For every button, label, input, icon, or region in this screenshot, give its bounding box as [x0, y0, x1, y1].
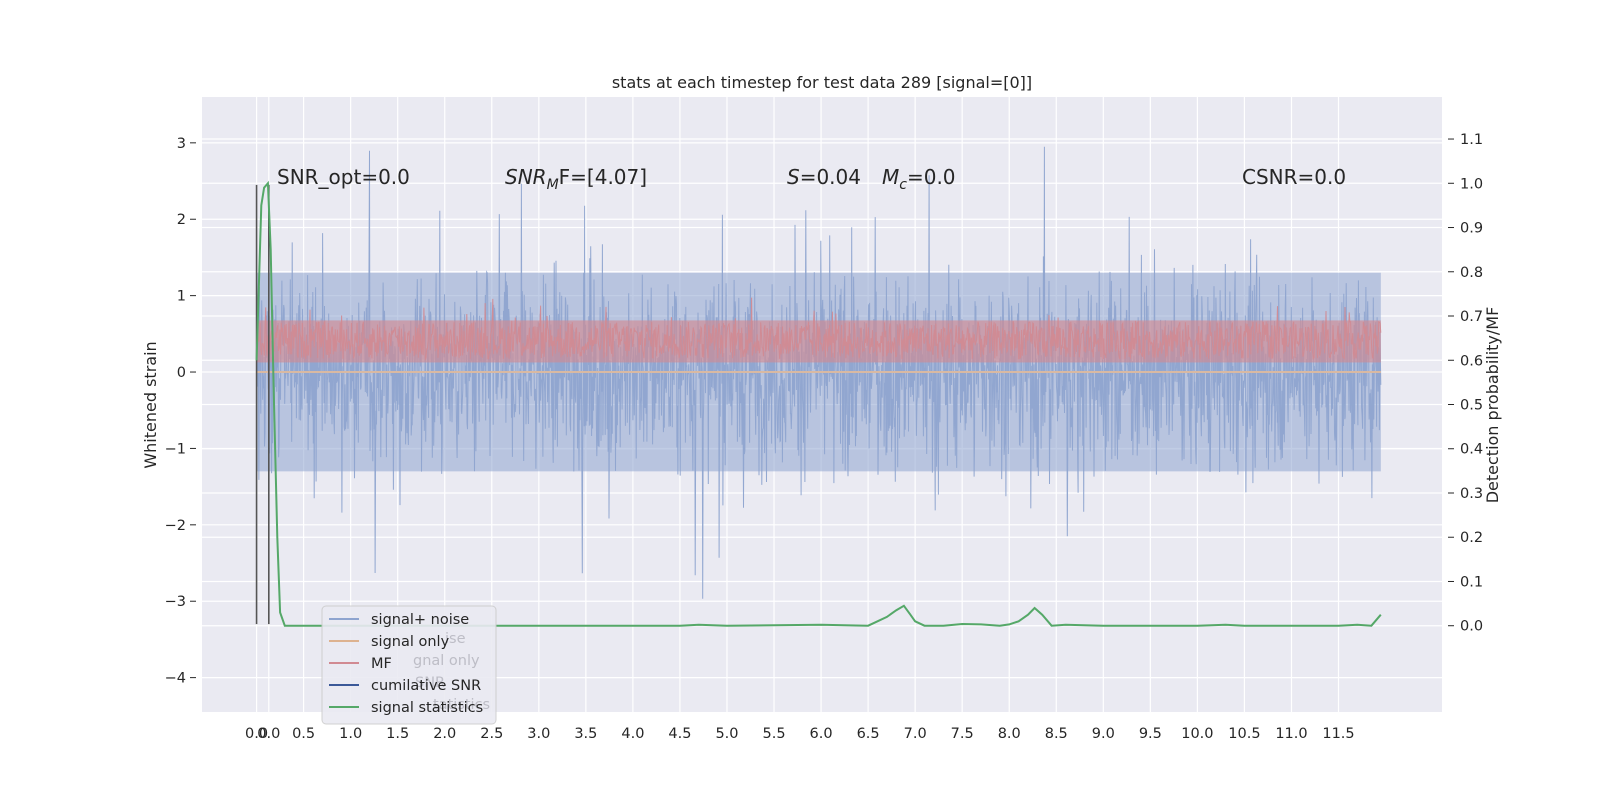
- legend-label: signal only: [371, 634, 450, 650]
- series-cumilative-snr: [255, 184, 270, 625]
- left-y-tick-label: 3: [177, 136, 186, 152]
- legend-label: cumilative SNR: [371, 678, 481, 694]
- legend: ise gnal only SNR tatistics signal+ noise sig…: [321, 605, 497, 725]
- x-tick-label: 10.0: [1181, 726, 1213, 742]
- x-tick-label: 4.0: [621, 726, 644, 742]
- x-tick-label: 9.0: [1092, 726, 1115, 742]
- x-tick-label: 7.0: [904, 726, 927, 742]
- legend-label: signal+ noise: [371, 612, 469, 628]
- x-tick-label: 5.0: [715, 726, 738, 742]
- annotation-mc: Mc=0.0: [882, 165, 956, 193]
- annotation-snr-opt: SNR_opt=0.0: [277, 165, 410, 189]
- left-y-tick-label: 2: [177, 212, 186, 228]
- x-tick-label: 4.5: [668, 726, 691, 742]
- left-y-tick-label: 0: [177, 365, 186, 381]
- right-y-tick-label: 0.6: [1460, 353, 1483, 369]
- left-y-tick-label: −3: [165, 594, 186, 610]
- left-y-tick-label: −2: [165, 518, 186, 534]
- right-y-axis-label: Detection probability/MF: [1483, 307, 1502, 504]
- right-y-tick-label: 0.7: [1460, 309, 1483, 325]
- x-tick-label: 1.0: [339, 726, 362, 742]
- right-y-tick-label: 0.3: [1460, 486, 1483, 502]
- right-y-tick-label: 0.8: [1460, 265, 1483, 281]
- series-signal-statistics: [255, 180, 1382, 627]
- left-y-axis-ticks: 3 2 1 0 −1 −2 −3 −4: [165, 136, 196, 687]
- x-tick-label: 3.0: [527, 726, 550, 742]
- left-y-tick-label: 1: [177, 289, 186, 305]
- signal-statistics-line: [255, 180, 1382, 627]
- x-tick-label: 11.0: [1275, 726, 1307, 742]
- x-tick-label: 8.0: [998, 726, 1021, 742]
- left-y-tick-label: −4: [165, 671, 186, 687]
- x-tick-label: 7.5: [951, 726, 974, 742]
- annotation-csnr: CSNR=0.0: [1242, 165, 1346, 189]
- left-y-axis-label: Whitened strain: [141, 341, 160, 468]
- left-y-tick-label: −1: [165, 441, 186, 457]
- right-y-tick-label: 0.5: [1460, 398, 1483, 414]
- x-tick-label: 10.5: [1228, 726, 1260, 742]
- right-y-tick-label: 1.1: [1460, 132, 1483, 148]
- legend-ghost-label: tatistics: [433, 697, 490, 713]
- x-tick-label: 6.5: [857, 726, 880, 742]
- right-y-tick-label: 1.0: [1460, 176, 1483, 192]
- legend-label: MF: [371, 656, 392, 672]
- x-tick-label: 5.5: [762, 726, 785, 742]
- legend-ghost-label: ise: [445, 631, 466, 647]
- x-tick-label: 6.0: [810, 726, 833, 742]
- x-tick-label: 9.5: [1139, 726, 1162, 742]
- right-y-tick-label: 0.4: [1460, 442, 1483, 458]
- legend-ghost-label: SNR: [415, 675, 445, 691]
- x-tick-label: 1.5: [386, 726, 409, 742]
- x-tick-label: 8.5: [1045, 726, 1068, 742]
- annotation-s: S=0.04: [787, 165, 861, 189]
- legend-label: signal statistics: [371, 700, 483, 716]
- x-tick-label: 0.0: [257, 726, 280, 742]
- x-tick-label: 2.0: [433, 726, 456, 742]
- mf-line: [256, 297, 1382, 361]
- x-tick-label: 0.0: [245, 726, 268, 742]
- annotation-snr-mf: SNRMF=[4.07]: [505, 165, 647, 193]
- x-tick-label: 2.5: [480, 726, 503, 742]
- series-mf: [256, 297, 1382, 374]
- legend-box: [321, 605, 497, 725]
- x-tick-label: 0.5: [292, 726, 315, 742]
- right-y-tick-label: 0.2: [1460, 530, 1483, 546]
- right-y-axis-ticks: 1.1 1.0 0.9 0.8 0.7 0.6 0.5 0.4 0.3 0.2 0.1 0.0: [1448, 132, 1483, 635]
- legend-ghost-label: gnal only: [413, 653, 480, 669]
- right-y-tick-label: 0.0: [1460, 619, 1483, 635]
- right-y-tick-label: 0.9: [1460, 221, 1483, 237]
- x-axis-ticks: 0.00.0 0.5 1.0 1.5 2.0 2.5 3.0 3.5 4.0 4.5 5.0 5.5 6…: [245, 726, 1355, 742]
- right-y-tick-label: 0.1: [1460, 574, 1483, 590]
- x-tick-label: 11.5: [1322, 726, 1354, 742]
- chart-title: stats at each timestep for test data 289…: [612, 73, 1032, 92]
- x-tick-label: 3.5: [574, 726, 597, 742]
- annotations: SNR_opt=0.0 SNRMF=[4.07] S=0.04 Mc=0.0 CSNR=…: [277, 165, 1346, 193]
